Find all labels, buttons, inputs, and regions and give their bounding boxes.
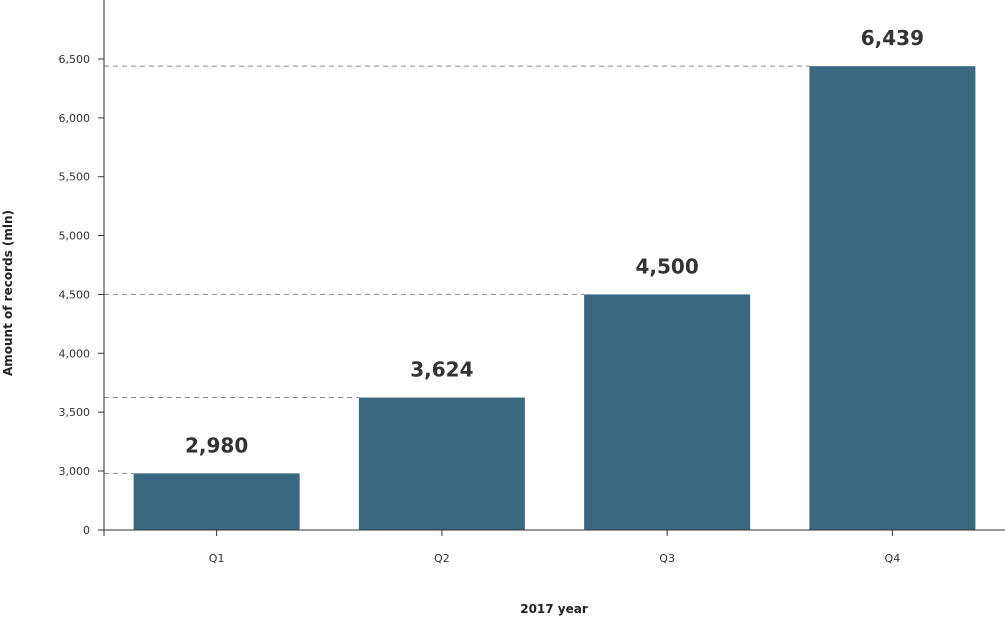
y-tick-label: 5,500 bbox=[59, 171, 91, 184]
value-label: 4,500 bbox=[635, 254, 698, 278]
y-tick-label: 3,000 bbox=[59, 465, 91, 478]
y-tick-label: 0 bbox=[83, 524, 90, 537]
y-tick-label: 3,500 bbox=[59, 406, 91, 419]
x-axis-title: 2017 year bbox=[520, 602, 588, 616]
axes bbox=[103, 0, 1005, 536]
bars bbox=[133, 66, 976, 530]
y-tick-label: 4,000 bbox=[59, 347, 91, 360]
value-label: 3,624 bbox=[410, 358, 473, 382]
y-axis-ticks: 0 3,000 3,500 4,000 4,500 5,000 5,500 6,000 6,50… bbox=[59, 53, 104, 537]
bar-q4 bbox=[809, 66, 976, 530]
bar-q1 bbox=[133, 473, 300, 530]
bar-q3 bbox=[584, 294, 751, 530]
y-tick-label: 6,500 bbox=[59, 53, 91, 66]
x-tick-label: Q1 bbox=[209, 552, 225, 565]
x-tick-label: Q3 bbox=[659, 552, 675, 565]
bar-q2 bbox=[358, 397, 525, 530]
value-label: 6,439 bbox=[861, 26, 924, 50]
reference-lines bbox=[104, 65, 810, 474]
value-labels: 2,980 3,624 4,500 6,439 bbox=[185, 26, 924, 457]
y-axis-title: Amount of records (mln) bbox=[1, 210, 15, 376]
x-tick-label: Q4 bbox=[885, 552, 901, 565]
y-tick-label: 5,000 bbox=[59, 230, 91, 243]
x-axis-ticks: Q1 Q2 Q3 Q4 bbox=[209, 530, 900, 565]
value-label: 2,980 bbox=[185, 433, 248, 457]
y-tick-label: 6,000 bbox=[59, 112, 91, 125]
x-tick-label: Q2 bbox=[434, 552, 450, 565]
y-tick-label: 4,500 bbox=[59, 288, 91, 301]
